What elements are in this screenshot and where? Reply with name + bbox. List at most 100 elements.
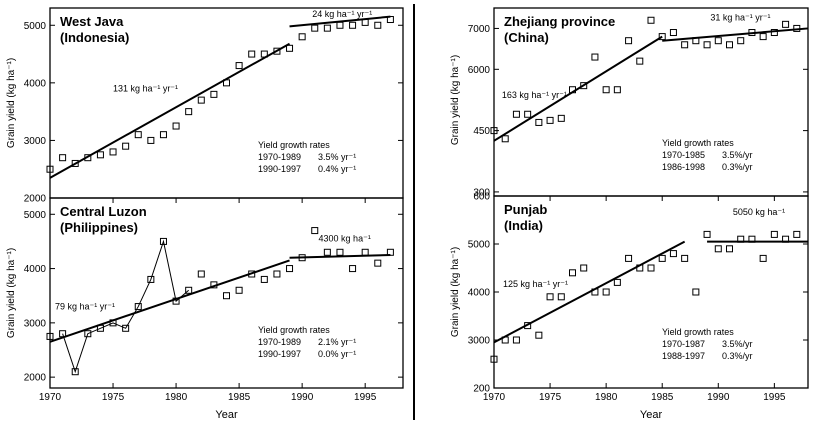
data-point: [374, 21, 382, 29]
rate-annotation: 131 kg ha⁻¹ yr⁻¹: [113, 83, 178, 93]
data-point: [185, 286, 193, 294]
data-point: [109, 148, 117, 156]
data-point: [172, 122, 180, 130]
data-point: [71, 368, 79, 376]
y-tick-label: 300: [473, 187, 490, 198]
data-point: [748, 29, 756, 37]
data-point: [636, 264, 644, 272]
trend-line: [493, 240, 686, 344]
chart-zj: 300 450 6000 7000 Grain yield (kg ha⁻¹) Zheji…: [450, 7, 809, 198]
data-point: [636, 57, 644, 65]
data-point: [580, 264, 588, 272]
data-point: [591, 288, 599, 296]
data-point: [557, 293, 565, 301]
data-point: [681, 254, 689, 262]
rate-value: 3.5% yr⁻¹: [318, 152, 356, 162]
rate-period: 1990-1997: [258, 349, 301, 359]
data-point: [361, 248, 369, 256]
y-tick-label: 600: [473, 192, 490, 203]
y-tick-label: 4000: [24, 264, 47, 275]
rate-period: 1970-1987: [662, 339, 705, 349]
y-axis-label: Grain yield (kg ha⁻¹): [6, 248, 17, 338]
y-axis-label: Grain yield (kg ha⁻¹): [450, 247, 461, 337]
rate-value: 0.0% yr⁻¹: [318, 349, 356, 359]
rates-title: Yield growth rates: [662, 138, 734, 148]
data-point: [134, 303, 142, 311]
data-point: [535, 331, 543, 339]
data-point: [185, 108, 193, 116]
data-point: [759, 254, 767, 262]
data-point: [737, 235, 745, 243]
data-point: [569, 269, 576, 277]
trend-line: [662, 27, 809, 42]
rates-title: Yield growth rates: [258, 325, 330, 335]
rates-title: Yield growth rates: [258, 140, 330, 150]
rate-annotation: 5050 kg ha⁻¹: [733, 207, 785, 217]
y-axis-label: Grain yield (kg ha⁻¹): [6, 58, 17, 148]
data-point: [625, 37, 633, 45]
data-point: [591, 53, 599, 61]
data-point: [311, 227, 319, 235]
trend-line: [49, 42, 291, 179]
data-point: [273, 47, 281, 55]
y-tick-label: 7000: [468, 24, 491, 35]
trend-line: [493, 35, 663, 142]
data-point: [546, 116, 554, 124]
data-point: [235, 62, 243, 70]
data-point: [298, 33, 306, 41]
x-tick-label: 1990: [291, 392, 314, 403]
data-point: [223, 79, 230, 87]
data-point: [681, 41, 689, 49]
panel-title: Punjab: [504, 202, 547, 217]
y-tick-label: 3000: [24, 318, 47, 329]
rate-annotation: 4300 kg ha⁻¹: [319, 233, 371, 243]
panel-subtitle: (Philippines): [60, 220, 138, 235]
data-point: [386, 16, 394, 24]
x-tick-label: 1970: [483, 392, 506, 403]
data-point: [512, 336, 520, 344]
rate-value: 3.5%/yr: [722, 150, 753, 160]
rate-value: 0.4% yr⁻¹: [318, 164, 356, 174]
data-point: [122, 142, 130, 150]
rate-value: 2.1% yr⁻¹: [318, 337, 356, 347]
rate-value: 0.3%/yr: [722, 351, 753, 361]
data-point: [748, 235, 756, 243]
data-point: [658, 33, 666, 41]
data-point: [286, 265, 294, 273]
data-point: [311, 24, 319, 32]
data-point: [658, 254, 666, 262]
y-tick-label: 3000: [468, 336, 491, 347]
x-tick-label: 1995: [763, 392, 786, 403]
data-point: [147, 136, 155, 144]
data-point: [726, 245, 733, 253]
data-point: [782, 235, 790, 243]
rate-value: 3.5%/yr: [722, 339, 753, 349]
data-point: [501, 135, 509, 143]
data-point: [602, 288, 610, 296]
data-point: [260, 275, 268, 283]
data-point: [512, 110, 520, 118]
rate-annotation: 125 kg ha⁻¹ yr⁻¹: [503, 279, 568, 289]
rate-period: 1970-1989: [258, 337, 301, 347]
rate-value: 0.3%/yr: [722, 162, 753, 172]
data-point: [248, 270, 256, 278]
data-point: [223, 292, 230, 300]
data-point: [159, 237, 167, 245]
data-point: [96, 324, 104, 332]
rate-annotation: 163 kg ha⁻¹ yr⁻¹: [502, 90, 567, 100]
rate-period: 1986-1998: [662, 162, 705, 172]
data-point: [323, 248, 331, 256]
data-point: [569, 86, 576, 94]
data-point: [84, 330, 92, 338]
data-point: [759, 33, 767, 41]
data-point: [349, 265, 357, 273]
data-point: [770, 230, 778, 238]
data-point: [349, 21, 357, 29]
rate-annotation: 31 kg ha⁻¹ yr⁻¹: [710, 12, 770, 22]
data-point: [613, 278, 621, 286]
data-point: [248, 50, 256, 58]
data-point: [386, 248, 394, 256]
y-tick-label: 2000: [24, 194, 47, 205]
rate-period: 1990-1997: [258, 164, 301, 174]
data-point: [669, 29, 677, 37]
